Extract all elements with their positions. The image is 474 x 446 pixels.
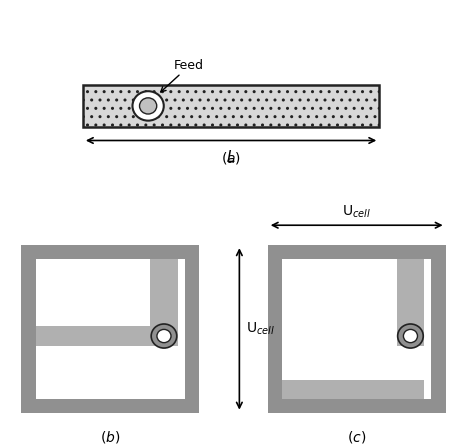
- Text: $\mathit{L}$: $\mathit{L}$: [226, 149, 236, 165]
- Bar: [21, 245, 199, 413]
- Circle shape: [398, 324, 423, 348]
- Bar: [397, 259, 424, 346]
- Circle shape: [139, 98, 157, 114]
- Text: Feed: Feed: [161, 59, 204, 92]
- Text: $\mathit{(b)}$: $\mathit{(b)}$: [100, 429, 120, 446]
- Circle shape: [157, 330, 171, 343]
- Text: U$_{\mathit{cell}}$: U$_{\mathit{cell}}$: [342, 203, 371, 220]
- Bar: [268, 245, 446, 413]
- Circle shape: [132, 91, 164, 121]
- Bar: [36, 259, 185, 399]
- Bar: [282, 380, 424, 399]
- Bar: [36, 326, 178, 346]
- Bar: [150, 259, 178, 346]
- Bar: [282, 259, 431, 399]
- Text: U$_{\mathit{cell}}$: U$_{\mathit{cell}}$: [246, 321, 275, 337]
- Text: $\mathit{(a)}$: $\mathit{(a)}$: [221, 150, 241, 166]
- Text: $\mathit{(c)}$: $\mathit{(c)}$: [347, 429, 366, 446]
- Bar: [83, 85, 379, 127]
- Circle shape: [151, 324, 177, 348]
- Circle shape: [403, 330, 418, 343]
